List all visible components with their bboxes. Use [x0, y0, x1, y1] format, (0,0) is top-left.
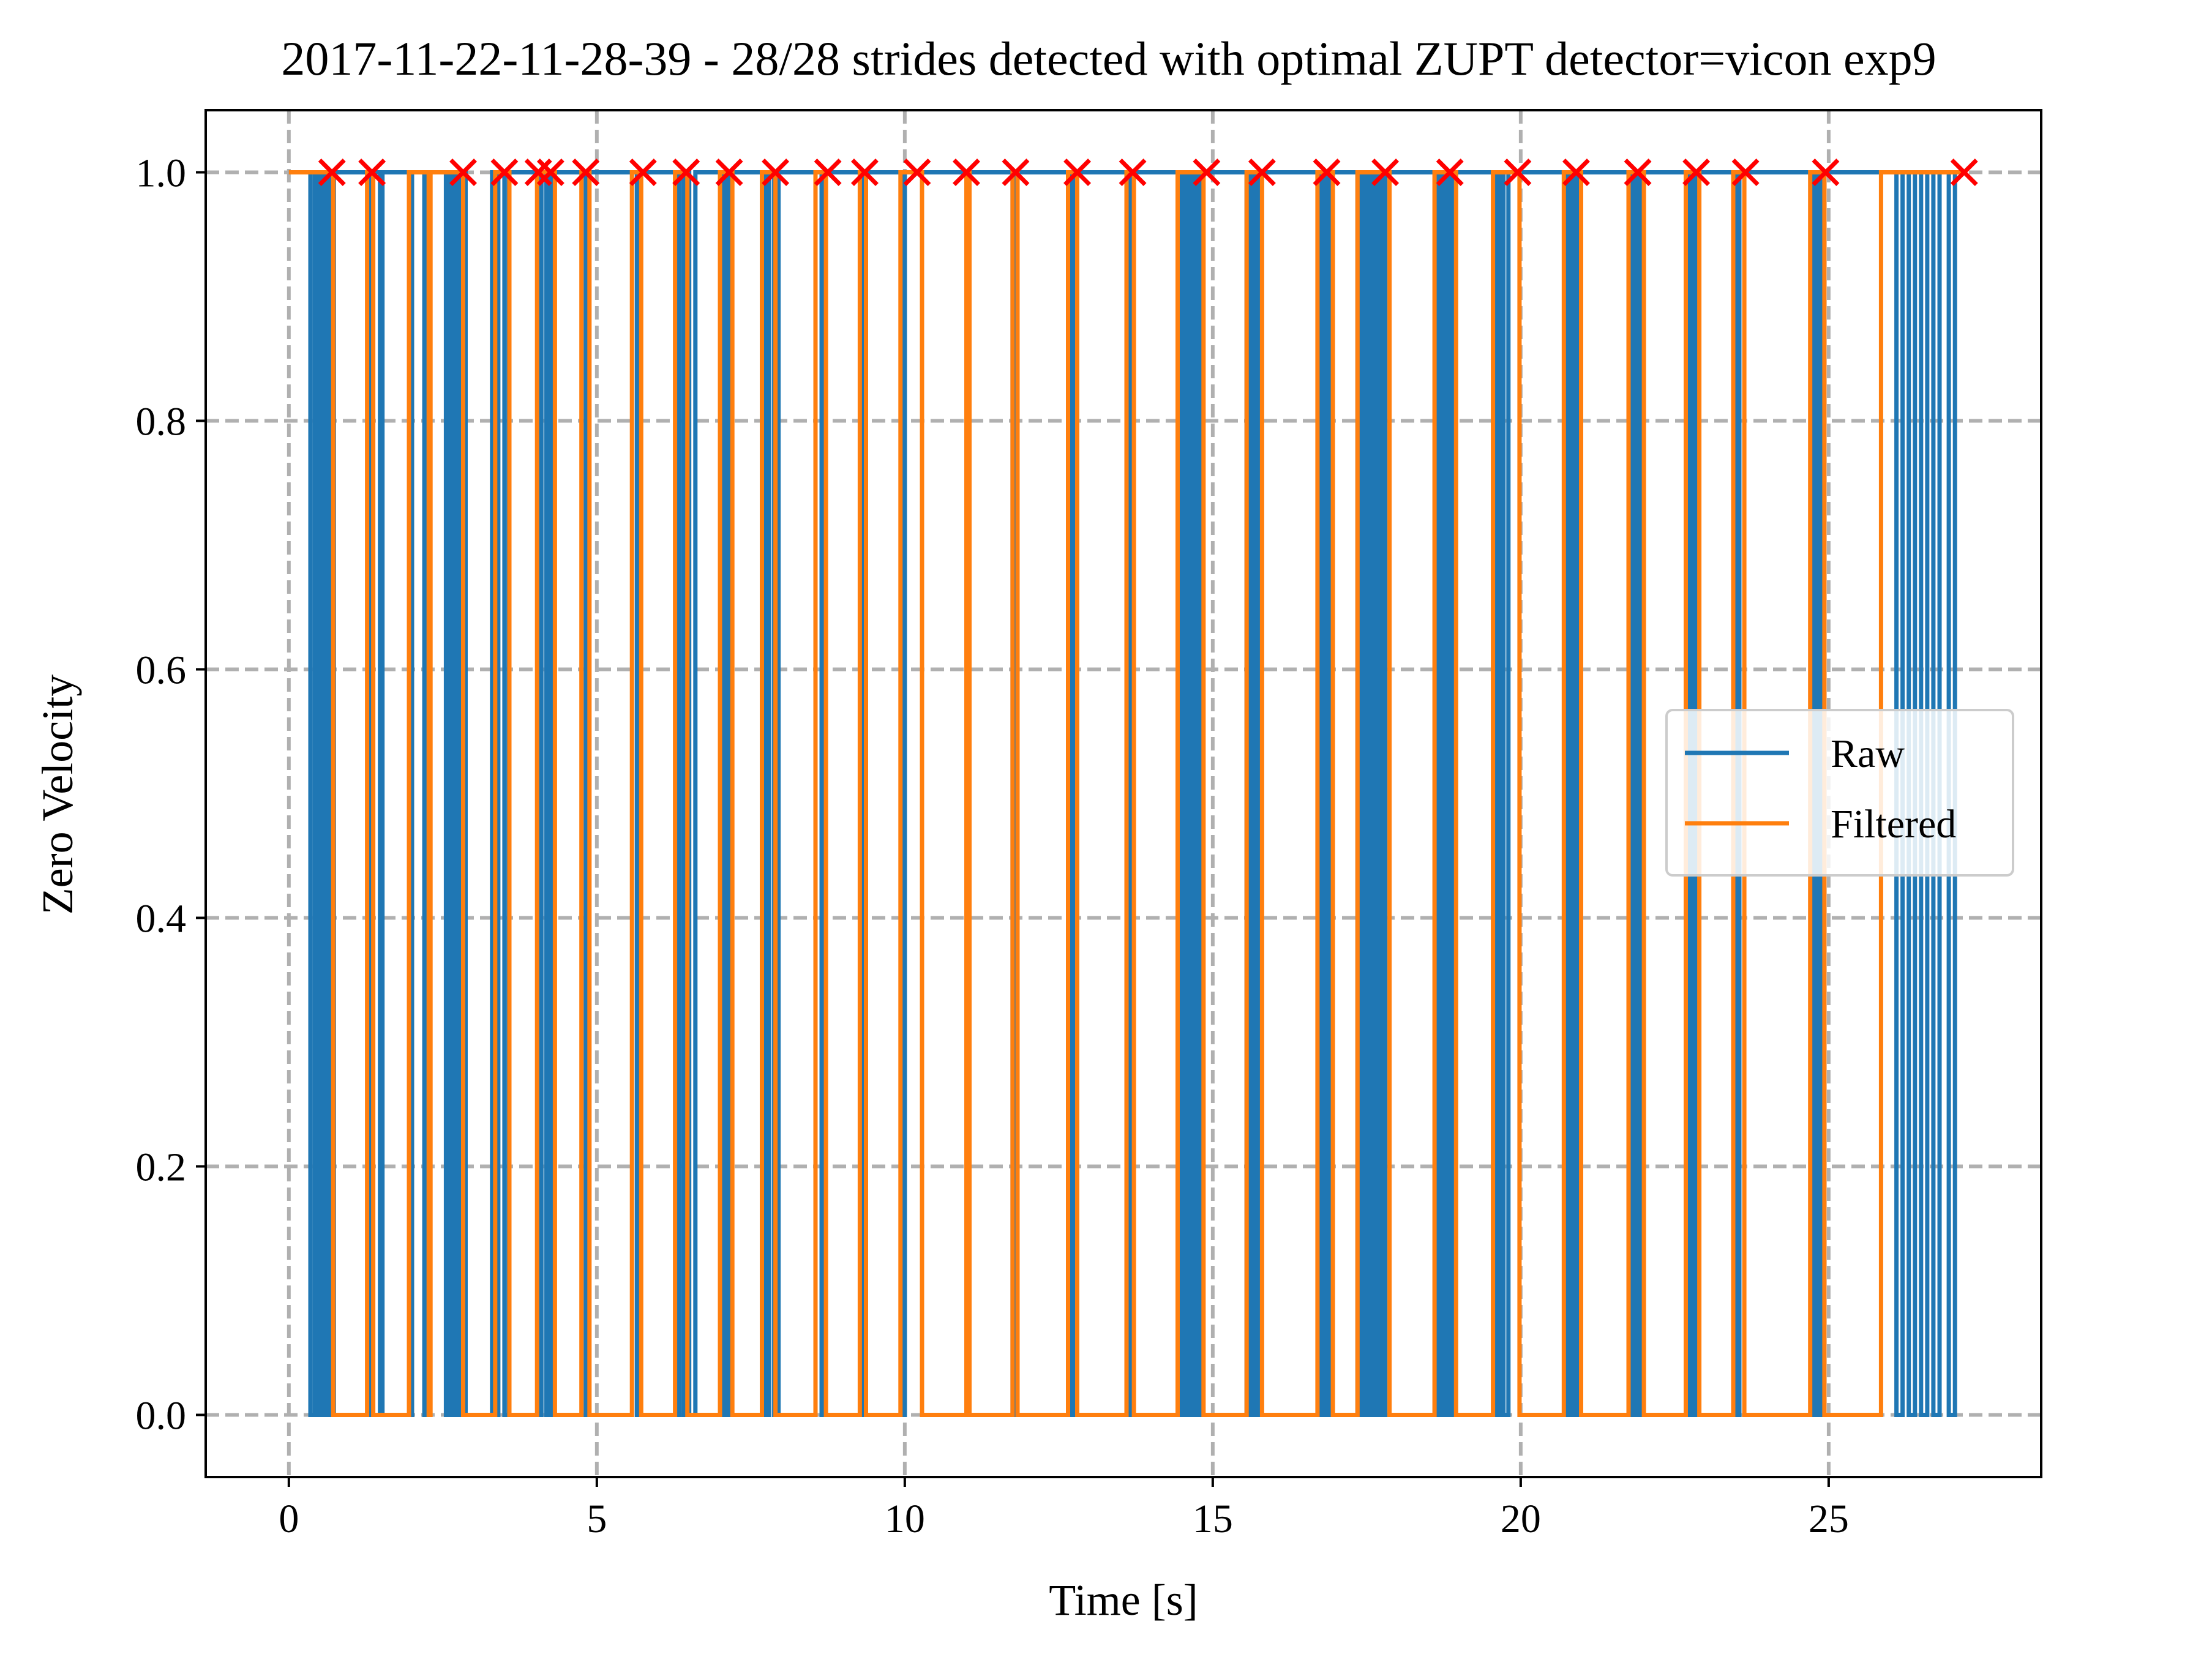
- y-tick-label: 0.8: [136, 400, 187, 444]
- stride-marker: [1063, 159, 1092, 186]
- stride-marker-stroke: [672, 159, 700, 186]
- stride-marker: [762, 159, 790, 186]
- stride-marker-stroke: [1371, 159, 1400, 186]
- stride-marker: [1950, 159, 1978, 186]
- legend-filtered-label: Filtered: [1831, 802, 1956, 847]
- stride-marker-stroke: [1193, 159, 1221, 186]
- stride-marker: [814, 159, 842, 186]
- y-tick-label: 0.0: [136, 1394, 187, 1438]
- stride-marker-stroke: [1682, 159, 1711, 186]
- tick-layer: 0 5 10 15 20 25 0.0 0.2 0.4 0.6 0.8 1.0: [136, 151, 1849, 1542]
- series-line-filtered: [288, 170, 1968, 1417]
- stride-marker: [1562, 159, 1590, 186]
- stride-marker-stroke: [524, 159, 552, 186]
- stride-marker-stroke: [358, 159, 386, 186]
- stride-marker: [1119, 159, 1147, 186]
- y-tick-label: 0.6: [136, 648, 187, 693]
- stride-marker-stroke: [952, 159, 980, 186]
- stride-marker-stroke: [1562, 159, 1590, 186]
- y-tick-label: 0.4: [136, 897, 187, 941]
- stride-marker-stroke: [762, 159, 790, 186]
- stride-marker: [715, 159, 743, 186]
- stride-marker: [490, 159, 519, 186]
- stride-marker: [850, 159, 879, 186]
- stride-marker-stroke: [1624, 159, 1652, 186]
- legend-raw-label: Raw: [1831, 731, 1905, 776]
- y-axis-label: Zero Velocity: [33, 675, 82, 915]
- stride-marker-stroke: [629, 159, 657, 186]
- stride-marker: [1731, 159, 1760, 186]
- stride-marker: [1812, 159, 1840, 186]
- stride-marker: [1002, 159, 1030, 186]
- stride-marker: [952, 159, 980, 186]
- stride-marker-stroke: [536, 159, 564, 186]
- stride-marker-stroke: [903, 159, 931, 186]
- y-tick-label: 0.2: [136, 1145, 187, 1190]
- x-tick-label: 5: [587, 1497, 607, 1541]
- stride-marker: [572, 159, 600, 186]
- stride-marker-stroke: [814, 159, 842, 186]
- x-tick-label: 25: [1809, 1497, 1849, 1541]
- stride-marker: [1313, 159, 1341, 186]
- stride-marker-stroke: [1950, 159, 1978, 186]
- x-axis-label: Time [s]: [1049, 1576, 1198, 1625]
- x-tick-label: 10: [885, 1497, 925, 1541]
- stride-marker: [524, 159, 552, 186]
- stride-marker: [1624, 159, 1652, 186]
- stride-marker: [1682, 159, 1711, 186]
- chart-title: 2017-11-22-11-28-39 - 28/28 strides dete…: [281, 32, 1936, 85]
- stride-marker-stroke: [1504, 159, 1532, 186]
- stride-marker-stroke: [1313, 159, 1341, 186]
- y-tick-label: 1.0: [136, 151, 187, 196]
- x-tick-label: 15: [1193, 1497, 1233, 1541]
- stride-marker: [672, 159, 700, 186]
- stride-marker-stroke: [1248, 159, 1276, 186]
- stride-marker-stroke: [1063, 159, 1092, 186]
- stride-marker-stroke: [850, 159, 879, 186]
- legend: Raw Filtered: [1665, 709, 2014, 877]
- stride-marker: [1436, 159, 1464, 186]
- stride-marker: [449, 159, 477, 186]
- stride-marker-stroke: [1002, 159, 1030, 186]
- stride-marker-stroke: [490, 159, 519, 186]
- stride-markers: [318, 159, 1978, 186]
- stride-marker-stroke: [318, 159, 346, 186]
- stride-marker-stroke: [449, 159, 477, 186]
- stride-marker: [1504, 159, 1532, 186]
- stride-marker-stroke: [1812, 159, 1840, 186]
- stride-marker: [358, 159, 386, 186]
- stride-marker-stroke: [572, 159, 600, 186]
- stride-marker: [1193, 159, 1221, 186]
- stride-marker: [1248, 159, 1276, 186]
- x-tick-label: 20: [1501, 1497, 1541, 1541]
- stride-marker: [318, 159, 346, 186]
- stride-marker-stroke: [715, 159, 743, 186]
- x-tick-label: 0: [279, 1497, 299, 1541]
- stride-marker-stroke: [1731, 159, 1760, 186]
- stride-marker-stroke: [1119, 159, 1147, 186]
- stride-marker-stroke: [1436, 159, 1464, 186]
- stride-marker: [629, 159, 657, 186]
- stride-marker: [903, 159, 931, 186]
- plot-frame: [204, 109, 2042, 1478]
- stride-marker: [1371, 159, 1400, 186]
- stride-marker: [536, 159, 564, 186]
